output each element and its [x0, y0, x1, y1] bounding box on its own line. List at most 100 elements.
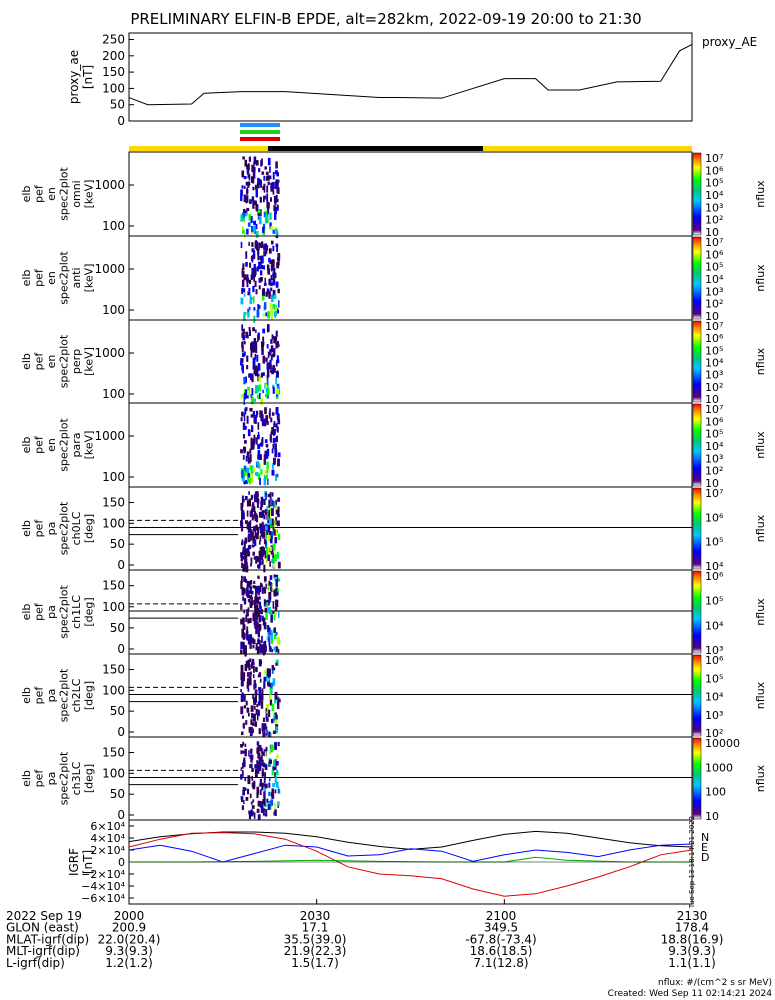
spectrogram-pixel [270, 431, 274, 435]
spectrogram-pixel [262, 768, 264, 772]
spectrogram-pixel [265, 210, 268, 218]
spectrogram-pixel [240, 193, 243, 202]
colorbar-tick-label: 10⁶ [705, 332, 724, 345]
spectrogram-pixel [244, 743, 247, 748]
spectrogram-pixel [246, 164, 249, 169]
spectrogram-pixel [266, 202, 270, 209]
spectrogram-pixel [245, 181, 248, 186]
spectrogram-pixel [270, 354, 273, 361]
colorbar-tick-label: 1000 [705, 761, 733, 774]
spectrogram-pixel [248, 811, 251, 820]
spectrogram-pixel [247, 457, 251, 464]
spectrogram-pixel [270, 182, 273, 189]
spectrogram-pixel [265, 713, 268, 719]
spectrogram-pixel [247, 291, 251, 296]
spectrogram-pixel [260, 501, 263, 508]
spectrogram-tick-label: 150 [102, 746, 125, 760]
spectrogram-pixel [245, 212, 248, 217]
spectrogram-pixel [277, 701, 280, 710]
spectrogram-pixel [252, 357, 256, 364]
spectrogram-pixel [253, 307, 256, 311]
spectrogram-ylabel: spec2plot [58, 167, 71, 221]
spectrogram-pixel [241, 495, 244, 500]
spectrogram-pixel [266, 378, 269, 385]
colorbar [692, 152, 702, 236]
spectrogram-pixel [263, 564, 266, 573]
spectrogram-pixel [270, 197, 272, 202]
colorbar-tick-label: 100 [705, 786, 726, 799]
spectrogram-pixel [242, 212, 245, 218]
spectrogram-pixel [270, 226, 273, 230]
spectrogram-pixel [254, 769, 258, 777]
spectrogram-ylabel: pa [45, 605, 58, 619]
colorbar-tick-label: 10⁷ [705, 487, 723, 500]
spectrogram-pixel [275, 181, 278, 185]
spectrogram-pixel [242, 422, 246, 430]
spectrogram-pixel [273, 423, 276, 428]
spectrogram-pixel [262, 559, 264, 565]
spectrogram-pixel [253, 580, 256, 584]
spectrogram-pixel [259, 660, 262, 664]
spectrogram-pixel [263, 723, 267, 732]
spectrogram-pixel [249, 617, 252, 623]
spectrogram-pixel [254, 515, 258, 522]
spectrogram-pixel [241, 678, 244, 687]
spectrogram-pixel [260, 277, 263, 282]
igrf-extra-line [129, 856, 692, 863]
spectrogram-pixel [254, 472, 258, 476]
spectrogram-pixel [258, 511, 262, 518]
spectrogram-pixel [243, 598, 247, 605]
spectrogram-pixel [251, 637, 254, 644]
spectrogram-pixel [271, 314, 273, 321]
spectrogram-pixel [246, 195, 249, 203]
spectrogram-pixel [278, 300, 280, 308]
spectrogram-pixel [249, 641, 252, 649]
spectrogram-pixel [260, 270, 263, 276]
spectrogram-pixel [245, 700, 248, 706]
spectrogram-pixel [258, 550, 261, 555]
plot-title: PRELIMINARY ELFIN-B EPDE, alt=282km, 202… [130, 10, 641, 28]
spectrogram-pixel [251, 508, 254, 515]
science-zone-bar [240, 123, 280, 127]
spectrogram-pixel [250, 751, 252, 755]
spectrogram-pixel [249, 448, 252, 454]
spectrogram-frame [128, 653, 693, 738]
spectrogram-pixel [251, 388, 254, 396]
spectrogram-pixel [277, 497, 280, 502]
spectrogram-pixel [263, 648, 266, 655]
spectrogram-pixel [261, 414, 264, 422]
spectrogram-pixel [262, 617, 266, 622]
spectrogram-pixel [277, 533, 281, 540]
spectrogram-pixel [247, 687, 250, 692]
spectrogram-pixel [240, 214, 243, 222]
spectrogram-pixel [252, 644, 255, 649]
spectrogram-pixel [272, 601, 275, 609]
spectrogram-pixel [275, 161, 278, 169]
spectrogram-pixel [271, 240, 274, 245]
spectrogram-pixel [245, 562, 248, 570]
spectrogram-pixel [257, 527, 259, 535]
spectrogram-pixel [247, 672, 250, 677]
spectrogram-pixel [248, 750, 250, 757]
spectrogram-ylabel: spec2plot [58, 668, 71, 722]
igrf-legend-item: N [701, 831, 709, 844]
spectrogram-pixel [271, 412, 275, 416]
spectrogram-pixel [247, 386, 250, 391]
proxy-ae-line [128, 43, 693, 106]
spectrogram-pixel [277, 513, 280, 518]
igrf-tick-label: −4×10⁴ [81, 880, 125, 893]
spectrogram-pixel [257, 761, 259, 770]
spectrogram-pixel [266, 420, 269, 425]
spectrogram-pixel [250, 801, 253, 805]
ephemeris-row-label: 2022 Sep 19 [6, 909, 82, 923]
spectrogram-pixel [271, 492, 274, 497]
spectrogram-pixel [272, 557, 275, 564]
spectrogram-pixel [264, 751, 267, 758]
spectrogram-pixel [269, 260, 272, 265]
spectrogram-pixel [277, 343, 280, 347]
proxy-ae-ylabel-unit: [nT] [81, 65, 95, 89]
spectrogram-pixel [274, 368, 276, 373]
spectrogram-pixel [252, 585, 256, 589]
spectrogram-pixel [251, 728, 254, 734]
